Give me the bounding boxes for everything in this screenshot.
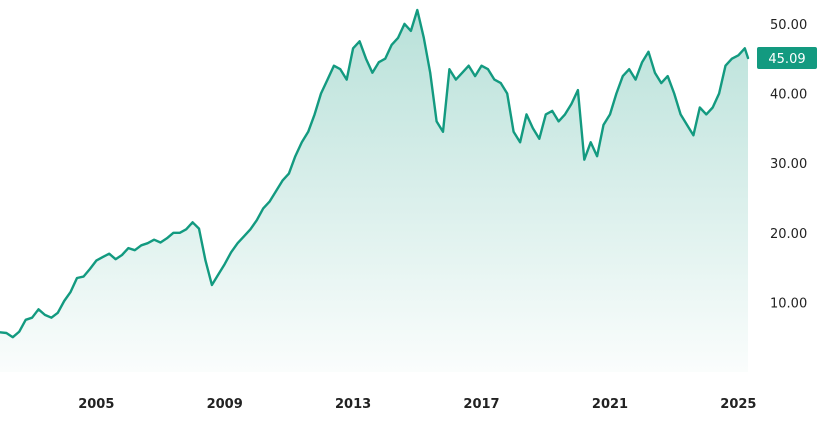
y-tick-label: 30.00 bbox=[770, 157, 807, 172]
x-tick-label: 2025 bbox=[720, 397, 756, 412]
x-axis: 2005 2009 2013 2017 2021 2025 bbox=[78, 397, 756, 412]
x-tick-label: 2013 bbox=[335, 397, 371, 412]
last-value-label: 45.09 bbox=[768, 52, 805, 67]
y-tick-label: 50.00 bbox=[770, 18, 807, 33]
x-tick-label: 2009 bbox=[207, 397, 243, 412]
y-axis: 10.00 20.00 30.00 40.00 50.00 bbox=[770, 18, 807, 311]
y-tick-label: 10.00 bbox=[770, 296, 807, 311]
x-tick-label: 2021 bbox=[592, 397, 628, 412]
plot-area bbox=[0, 8, 750, 372]
last-value-badge: 45.09 bbox=[757, 47, 817, 69]
price-line bbox=[0, 8, 750, 339]
y-tick-label: 20.00 bbox=[770, 227, 807, 242]
x-tick-label: 2005 bbox=[78, 397, 114, 412]
x-tick-label: 2017 bbox=[463, 397, 499, 412]
y-tick-label: 40.00 bbox=[770, 88, 807, 103]
last-value-badge-background bbox=[757, 47, 817, 69]
area-fill bbox=[0, 10, 748, 372]
